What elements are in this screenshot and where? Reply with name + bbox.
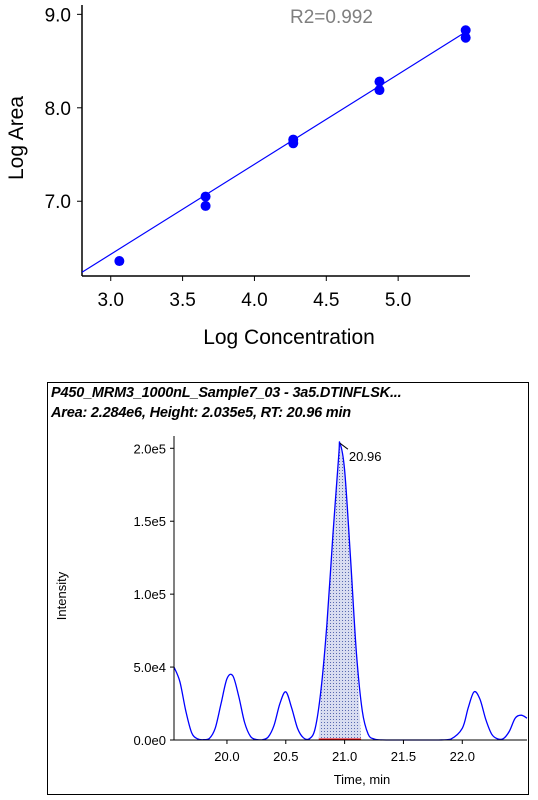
calib-x-tick-label: 5.0 bbox=[385, 290, 411, 311]
calib-data-point bbox=[200, 191, 211, 202]
calib-x-tick-label: 4.0 bbox=[241, 290, 267, 311]
integrated-peak-area bbox=[318, 443, 362, 740]
chrom-x-tick-label: 21.5 bbox=[391, 749, 416, 764]
calib-x-tick-label: 3.0 bbox=[98, 290, 124, 311]
chrom-x-tick-label: 20.0 bbox=[214, 749, 239, 764]
chromatogram-title: P450_MRM3_1000nL_Sample7_03 - 3a5.DTINFL… bbox=[51, 385, 402, 401]
chrom-y-tick-label: 5.0e4 bbox=[133, 660, 166, 675]
calib-data-point bbox=[374, 85, 385, 96]
r2-annotation: R2=0.992 bbox=[290, 7, 373, 28]
calib-x-axis-label: Log Concentration bbox=[203, 326, 375, 349]
chrom-y-tick-label: 1.0e5 bbox=[133, 587, 166, 602]
calib-data-point bbox=[460, 25, 471, 36]
chrom-y-tick-label: 2.0e5 bbox=[133, 441, 166, 456]
chrom-x-tick-label: 22.0 bbox=[450, 749, 475, 764]
calib-data-point bbox=[288, 138, 299, 149]
calib-y-tick-label: 7.0 bbox=[45, 192, 71, 213]
chromatogram-subtitle: Area: 2.284e6, Height: 2.035e5, RT: 20.9… bbox=[51, 405, 351, 421]
peak-label-pointer bbox=[339, 442, 349, 450]
calib-x-tick-label: 4.5 bbox=[313, 290, 339, 311]
calib-x-tick-label: 3.5 bbox=[169, 290, 195, 311]
calib-data-point bbox=[460, 32, 471, 43]
calibration-chart: 3.0 3.5 4.0 4.5 5.0 7.0 8.0 9.0 R2=0.992 Log Co… bbox=[5, 5, 471, 349]
calib-fit-line bbox=[81, 28, 471, 273]
chrom-y-axis-label: Intensity bbox=[54, 571, 69, 620]
chrom-x-tick-label: 20.5 bbox=[273, 749, 298, 764]
chrom-x-axis-label: Time, min bbox=[334, 772, 391, 787]
calib-y-axis-label: Log Area bbox=[5, 96, 28, 180]
calib-data-point bbox=[374, 76, 385, 87]
calib-y-tick-label: 8.0 bbox=[45, 99, 71, 120]
chromatogram-chart: 20.0 20.5 21.0 21.5 22.0 0.0e0 5.0e4 1.0e5 1.5e5… bbox=[54, 436, 528, 787]
calib-y-tick-label: 9.0 bbox=[45, 5, 71, 26]
peak-rt-label: 20.96 bbox=[349, 449, 382, 464]
chrom-x-tick-label: 21.0 bbox=[332, 749, 357, 764]
calib-data-point bbox=[114, 256, 125, 267]
chromatogram-trace bbox=[173, 441, 528, 741]
chrom-y-tick-label: 0.0e0 bbox=[133, 733, 166, 748]
chrom-y-tick-label: 1.5e5 bbox=[133, 514, 166, 529]
calib-data-point bbox=[200, 200, 211, 211]
chromatogram-panel: P450_MRM3_1000nL_Sample7_03 - 3a5.DTINFL… bbox=[47, 382, 529, 795]
